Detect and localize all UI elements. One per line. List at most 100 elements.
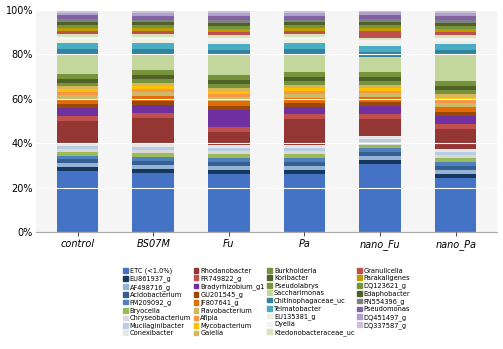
Bar: [132, 9, 174, 13]
Bar: [284, 154, 325, 158]
Bar: [359, 148, 401, 153]
Bar: [132, 70, 174, 75]
Bar: [208, 84, 249, 88]
Bar: [435, 41, 476, 44]
Bar: [435, 97, 476, 100]
Bar: [132, 22, 174, 25]
Bar: [359, 156, 401, 160]
Bar: [208, 41, 249, 44]
Bar: [359, 85, 401, 88]
Bar: [284, 20, 325, 22]
Bar: [132, 113, 174, 118]
Bar: [57, 99, 99, 104]
Bar: [57, 22, 99, 25]
Bar: [359, 106, 401, 114]
Bar: [57, 104, 99, 108]
Bar: [57, 54, 99, 74]
Bar: [57, 49, 99, 54]
Bar: [132, 75, 174, 79]
Bar: [284, 85, 325, 88]
Bar: [359, 19, 401, 22]
Bar: [284, 166, 325, 170]
Bar: [435, 44, 476, 50]
Bar: [208, 154, 249, 158]
Bar: [284, 13, 325, 15]
Bar: [359, 46, 401, 52]
Bar: [359, 119, 401, 136]
Bar: [132, 165, 174, 169]
Bar: [359, 153, 401, 156]
Bar: [284, 22, 325, 25]
Bar: [435, 35, 476, 38]
Bar: [208, 50, 249, 55]
Bar: [359, 13, 401, 15]
Bar: [132, 83, 174, 86]
Bar: [435, 166, 476, 170]
Bar: [359, 28, 401, 31]
Bar: [132, 150, 174, 153]
Bar: [57, 167, 99, 171]
Bar: [57, 82, 99, 87]
Bar: [57, 40, 99, 43]
Bar: [359, 144, 401, 148]
Bar: [284, 40, 325, 43]
Bar: [132, 31, 174, 35]
Bar: [208, 110, 249, 127]
Bar: [132, 161, 174, 165]
Bar: [284, 107, 325, 114]
Bar: [435, 38, 476, 41]
Bar: [57, 74, 99, 79]
Bar: [132, 29, 174, 31]
Bar: [57, 34, 99, 37]
Bar: [132, 43, 174, 49]
Bar: [435, 29, 476, 32]
Bar: [132, 40, 174, 43]
Bar: [208, 127, 249, 132]
Bar: [57, 15, 99, 20]
Bar: [57, 121, 99, 143]
Bar: [57, 31, 99, 34]
Bar: [57, 159, 99, 163]
Bar: [359, 9, 401, 13]
Bar: [435, 32, 476, 35]
Bar: [435, 178, 476, 232]
Legend: ETC (<1.0%), EU861937_g, AF498716_g, Acidobacterium, FM209092_g, Bryocella, Chry: ETC (<1.0%), EU861937_g, AF498716_g, Aci…: [122, 267, 411, 337]
Bar: [208, 151, 249, 154]
Bar: [284, 25, 325, 29]
Bar: [284, 158, 325, 162]
Bar: [359, 97, 401, 102]
Bar: [435, 55, 476, 81]
Bar: [359, 40, 401, 43]
Bar: [132, 105, 174, 113]
Bar: [359, 160, 401, 164]
Bar: [132, 92, 174, 96]
Bar: [132, 79, 174, 83]
Bar: [435, 50, 476, 55]
Bar: [359, 102, 401, 106]
Bar: [435, 100, 476, 103]
Bar: [359, 72, 401, 77]
Bar: [132, 153, 174, 157]
Bar: [208, 35, 249, 38]
Bar: [284, 114, 325, 119]
Bar: [208, 170, 249, 174]
Bar: [132, 144, 174, 147]
Bar: [359, 139, 401, 142]
Bar: [57, 116, 99, 121]
Bar: [208, 9, 249, 13]
Bar: [208, 148, 249, 151]
Bar: [132, 35, 174, 37]
Bar: [208, 88, 249, 91]
Bar: [208, 23, 249, 26]
Bar: [359, 15, 401, 19]
Bar: [435, 116, 476, 124]
Bar: [435, 174, 476, 178]
Bar: [359, 52, 401, 57]
Bar: [208, 174, 249, 232]
Bar: [284, 31, 325, 35]
Bar: [284, 43, 325, 49]
Bar: [359, 142, 401, 144]
Bar: [57, 108, 99, 116]
Bar: [359, 94, 401, 97]
Bar: [284, 119, 325, 145]
